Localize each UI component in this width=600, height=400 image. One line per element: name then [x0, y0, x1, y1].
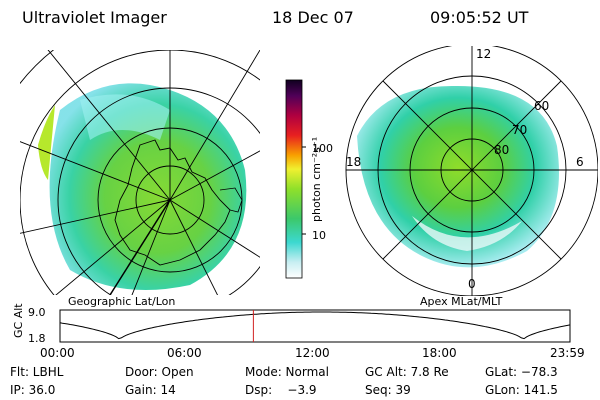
time-tick-2359: 23:59 — [550, 346, 585, 360]
altitude-curve — [59, 311, 571, 340]
mlat-label-80: 80 — [494, 143, 509, 157]
colorbar-gradient — [285, 79, 303, 279]
meridians — [20, 50, 260, 295]
time-tick-0000: 00:00 — [40, 346, 75, 360]
terminator-line — [109, 199, 171, 295]
mlt-label-6: 6 — [576, 155, 584, 169]
geographic-image — [20, 50, 260, 295]
alt-tick-high: 9.0 — [28, 306, 46, 319]
limb-arc — [38, 105, 55, 180]
auroral-oval — [357, 85, 559, 268]
colorbar-label: photon cm⁻²s⁻¹ — [310, 137, 323, 222]
date-label: 18 Dec 07 — [272, 8, 354, 27]
glon-info: GLon: 141.5 — [485, 383, 558, 397]
mlt-label-12: 12 — [476, 47, 491, 61]
altitude-plot: GC Alt 9.0 1.8 — [12, 303, 571, 345]
door-info: Door: Open — [125, 365, 194, 379]
altitude-axis-label: GC Alt — [12, 303, 25, 338]
dsp-info: Dsp: −3.9 — [245, 383, 317, 397]
gain-info: Gain: 14 — [125, 383, 176, 397]
magnetic-polar-plot: 12 18 6 0 60 70 80 — [345, 46, 598, 296]
instrument-title: Ultraviolet Imager — [22, 8, 167, 27]
geographic-caption: Geographic Lat/Lon — [68, 295, 176, 308]
mlt-label-18: 18 — [346, 155, 361, 169]
aurora-edge — [80, 94, 170, 140]
magnetic-caption: Apex MLat/MLT — [420, 295, 503, 308]
time-tick-1800: 18:00 — [422, 346, 457, 360]
colorbar: photon cm⁻²s⁻¹ — [285, 79, 323, 279]
gc-alt-info: GC Alt: 7.8 Re — [365, 365, 449, 379]
mlat-label-70: 70 — [512, 123, 527, 137]
seq-info: Seq: 39 — [365, 383, 411, 397]
time-tick-1200: 12:00 — [295, 346, 330, 360]
mode-info: Mode: Normal — [245, 365, 329, 379]
alt-tick-low: 1.8 — [28, 332, 46, 345]
glat-info: GLat: −78.3 — [485, 365, 558, 379]
colorbar-tick-100: 100 — [312, 142, 333, 155]
filter-info: Flt: LBHL — [10, 365, 64, 379]
time-label: 09:05:52 UT — [430, 8, 529, 27]
mlat-label-60: 60 — [534, 99, 549, 113]
colorbar-tick-10: 10 — [312, 229, 326, 242]
ip-info: IP: 36.0 — [10, 383, 56, 397]
coastline — [219, 187, 243, 213]
coastline — [114, 139, 231, 266]
mlt-meridians — [346, 46, 598, 296]
auroral-gap — [412, 216, 522, 251]
altitude-plot-frame — [59, 309, 571, 343]
time-tick-0600: 06:00 — [167, 346, 202, 360]
mlt-label-0: 0 — [468, 277, 476, 291]
